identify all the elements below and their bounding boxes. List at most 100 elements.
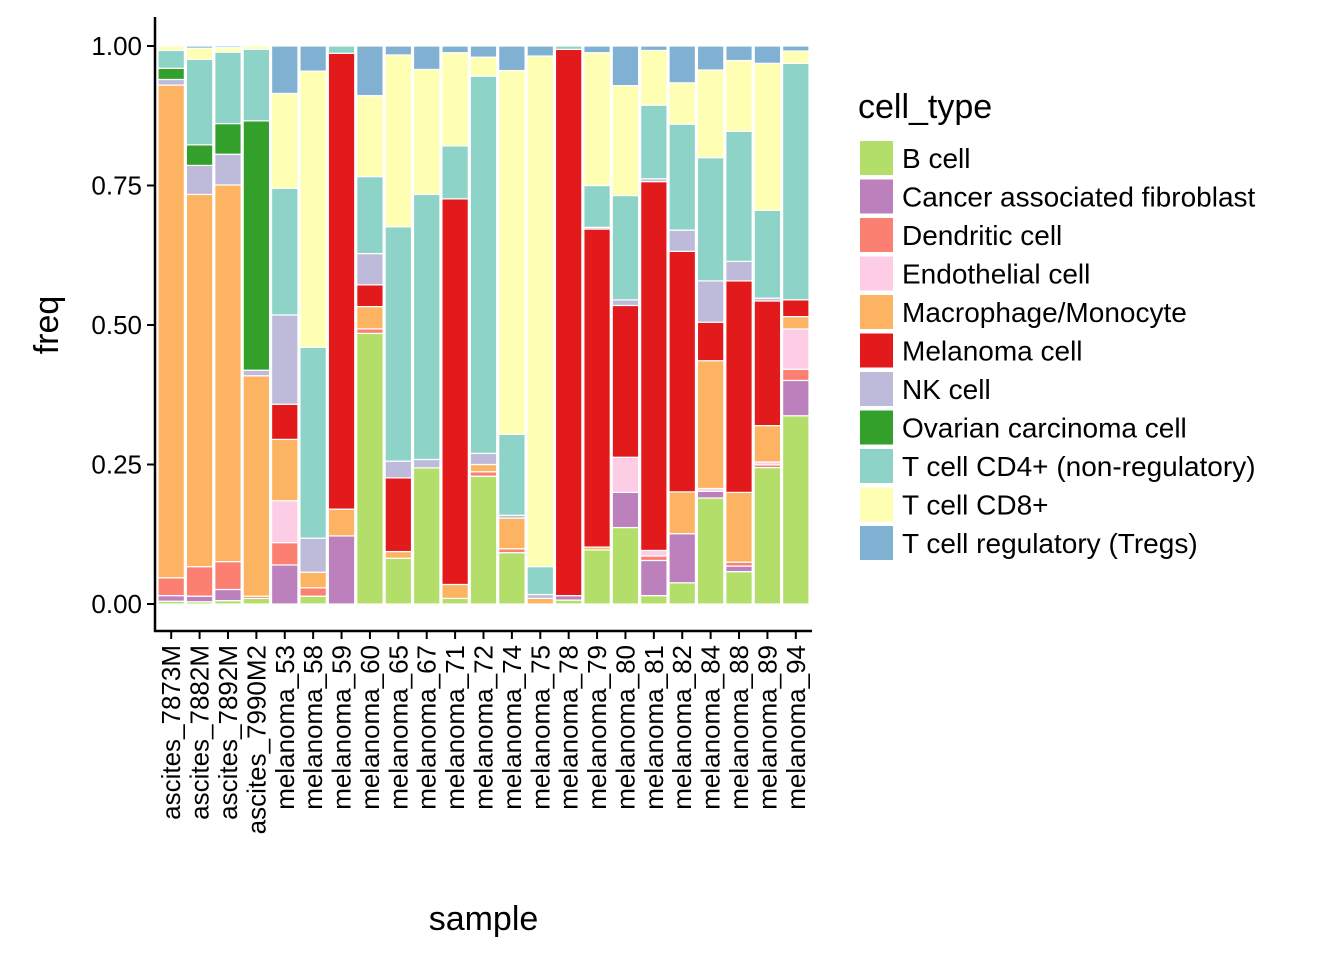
bar-segment (384, 45, 413, 56)
bar-segment (469, 452, 498, 466)
bar-segment (185, 193, 214, 568)
bar-segment (469, 463, 498, 473)
bar-segment (242, 45, 271, 50)
bar-segment (412, 193, 441, 461)
legend-label: Dendritic cell (902, 220, 1062, 251)
bar-segment (640, 49, 668, 106)
bar-segment (412, 68, 441, 196)
x-tick-label: melanoma_78 (554, 645, 584, 810)
bar-segment (469, 75, 498, 454)
bar-segment (526, 597, 555, 605)
bar-segment (214, 122, 242, 155)
bar-segment (696, 360, 725, 490)
bar-segment (668, 229, 697, 252)
bar-segment (185, 566, 214, 597)
bar-segment (583, 52, 611, 187)
bar-segment (356, 332, 384, 605)
bar-segment (185, 58, 214, 146)
bar-segment (214, 47, 242, 53)
bar-segment (696, 497, 725, 605)
bar-segment (327, 52, 356, 510)
legend-label: Endothelial cell (902, 259, 1090, 290)
legend-label: NK cell (902, 374, 991, 405)
bar-segment (185, 164, 214, 196)
bar-segment (356, 95, 384, 178)
bar-segment (157, 45, 185, 52)
bar-segment (725, 280, 753, 494)
bar-segment (270, 45, 299, 95)
bar-segment (498, 45, 526, 72)
bar-segment (640, 559, 668, 597)
bar-segment (441, 52, 469, 147)
bar-segment (242, 48, 271, 122)
bar-segment (242, 120, 271, 371)
bar-segment (242, 375, 271, 597)
bar-segment (356, 45, 384, 97)
bar-segment (157, 49, 185, 69)
y-axis-title: freq (28, 296, 66, 355)
bar-segment (781, 368, 810, 382)
x-tick-label: melanoma_53 (270, 645, 300, 810)
bar-segment (753, 466, 782, 605)
bar-segment (299, 346, 327, 539)
bar-segment (781, 379, 810, 417)
bar-segment (270, 500, 299, 544)
x-tick-label: melanoma_72 (469, 645, 499, 810)
x-tick-label: ascites_7873M (156, 645, 186, 820)
legend: cell_type B cell Cancer associated fibrob… (858, 88, 1256, 560)
bar-segment (498, 517, 526, 550)
bar-segment (498, 433, 526, 516)
bar-segment (412, 467, 441, 605)
legend-items: B cell Cancer associated fibroblast Dendri… (860, 141, 1256, 560)
bar-segment (583, 45, 611, 54)
bar-segment (753, 209, 782, 299)
bar-segment (270, 187, 299, 316)
bar-segment (384, 460, 413, 479)
bar-segment (725, 45, 753, 62)
bar-segment (640, 180, 668, 552)
x-tick-label: melanoma_82 (667, 645, 697, 810)
bar-segment (725, 491, 753, 563)
bar-segment (668, 82, 697, 125)
bar-segment (696, 157, 725, 282)
bar-segment (725, 571, 753, 605)
bar-segment (441, 145, 469, 200)
bar-segment (753, 425, 782, 463)
x-tick-label: ascites_7990M2 (241, 645, 271, 834)
x-tick-label: melanoma_84 (696, 645, 726, 810)
bar-segment (214, 588, 242, 602)
x-axis-title: sample (429, 900, 539, 938)
bar-segment (299, 45, 327, 72)
x-tick-label: melanoma_65 (383, 645, 413, 810)
bar-segment (640, 595, 668, 605)
bar-segment (157, 595, 185, 602)
bar-segment (299, 571, 327, 589)
bar-segment (469, 45, 498, 58)
x-tick-label: melanoma_75 (525, 645, 555, 810)
bar-segment (185, 595, 214, 603)
bar-segment (668, 491, 697, 535)
bar-segment (725, 565, 753, 573)
bar-segment (157, 577, 185, 597)
bar-segment (412, 458, 441, 469)
bar-segment (640, 45, 668, 52)
bar-segment (725, 260, 753, 282)
bar-segment (214, 45, 242, 49)
legend-swatch (860, 487, 893, 522)
bar-segment (554, 45, 583, 50)
bar-segment (327, 45, 356, 54)
x-tick-label: melanoma_94 (781, 645, 811, 810)
bar-segment (441, 45, 469, 54)
bar-segment (668, 45, 697, 84)
x-tick-label: melanoma_88 (724, 645, 754, 810)
bar-segment (611, 491, 640, 529)
bar-segment (469, 56, 498, 77)
bar-segment (753, 300, 782, 427)
bar-segment (583, 228, 611, 548)
bar-segment (668, 533, 697, 584)
bar-segment (781, 316, 810, 330)
bar-segment (441, 583, 469, 600)
bar-segment (242, 597, 271, 605)
legend-title: cell_type (858, 88, 992, 126)
bar-segment (611, 456, 640, 494)
